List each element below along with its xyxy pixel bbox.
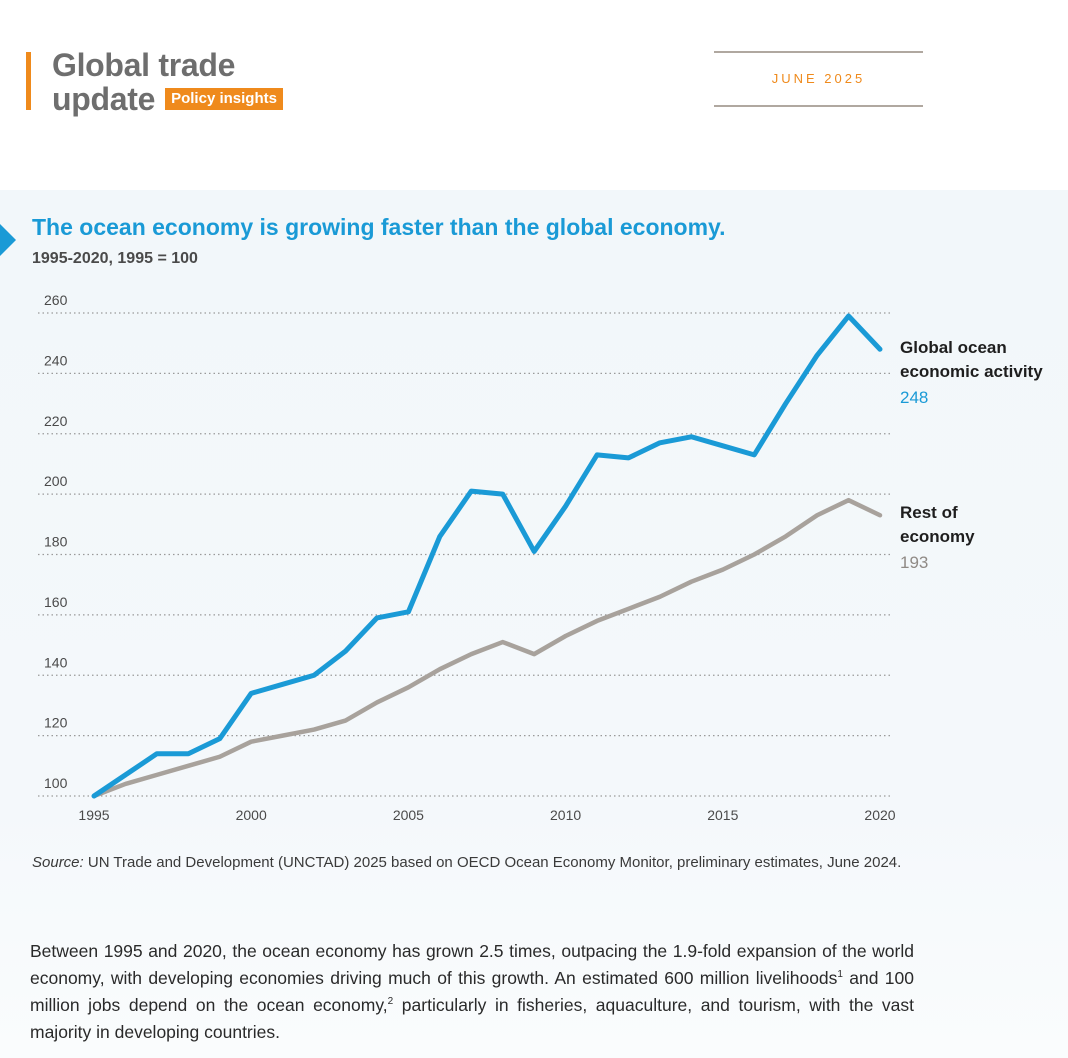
date-block: JUNE 2025	[714, 51, 923, 107]
x-tick-label-2010: 2010	[550, 807, 581, 823]
ocean-label-line1: Global ocean	[900, 338, 1007, 357]
rest-series-line	[91, 497, 883, 799]
source-prefix: Source:	[32, 854, 84, 871]
ocean-end-value: 248	[900, 388, 929, 407]
report-title-line2: update	[52, 81, 156, 117]
y-tick-label-200: 200	[44, 473, 68, 489]
body-part2: and 100 million jobs depend on the ocean…	[30, 968, 915, 1015]
pointer-arrow-icon	[0, 224, 16, 256]
x-tick-label-2015: 2015	[707, 807, 738, 823]
rest-label-line2: economy	[900, 527, 975, 546]
footnote-ref-2[interactable]: 2	[387, 996, 394, 1008]
y-tick-label-180: 180	[44, 534, 68, 550]
report-title-line1: Global trade	[52, 47, 236, 83]
source-text: UN Trade and Development (UNCTAD) 2025 b…	[83, 854, 902, 871]
y-tick-label-120: 120	[44, 715, 68, 731]
accent-bar	[26, 52, 31, 110]
y-tick-label-260: 260	[44, 292, 68, 308]
y-tick-label-160: 160	[44, 594, 68, 610]
issue-date: JUNE 2025	[771, 71, 866, 86]
rest-series-label: Rest of economy	[900, 501, 975, 549]
y-tick-label-140: 140	[44, 654, 68, 670]
policy-insights-badge: Policy insights	[165, 88, 283, 110]
y-tick-label-220: 220	[44, 413, 68, 429]
body-part3: particularly in fisheries, aquaculture, …	[30, 995, 914, 1042]
chart-source: Source: UN Trade and Development (UNCTAD…	[32, 852, 922, 874]
rest-end-value: 193	[900, 553, 929, 572]
report-header: Global trade update Policy insights JUNE…	[0, 0, 1068, 190]
y-tick-label-240: 240	[44, 352, 68, 368]
x-tick-label-2005: 2005	[393, 807, 424, 823]
x-tick-label-2000: 2000	[236, 807, 267, 823]
chart-panel: The ocean economy is growing faster than…	[0, 190, 1068, 1058]
y-tick-label-100: 100	[44, 775, 68, 791]
footnote-ref-1[interactable]: 1	[837, 969, 843, 981]
x-tick-label-1995: 1995	[78, 807, 109, 823]
rest-label-line1: Rest of	[900, 503, 958, 522]
x-tick-label-2020: 2020	[864, 807, 895, 823]
body-paragraph: Between 1995 and 2020, the ocean economy…	[30, 938, 914, 1046]
body-part1: Between 1995 and 2020, the ocean economy…	[30, 941, 914, 988]
ocean-series-line	[91, 313, 883, 799]
ocean-series-label: Global ocean economic activity	[900, 336, 1043, 384]
line-chart: 100 120 140 160 180 200 220 240 260 1995 2000 2005 2…	[38, 292, 896, 823]
ocean-label-line2: economic activity	[900, 362, 1043, 381]
report-title: Global trade update Policy insights	[52, 48, 283, 116]
chart-title: The ocean economy is growing faster than…	[32, 214, 726, 240]
chart-subtitle: 1995-2020, 1995 = 100	[32, 250, 198, 267]
